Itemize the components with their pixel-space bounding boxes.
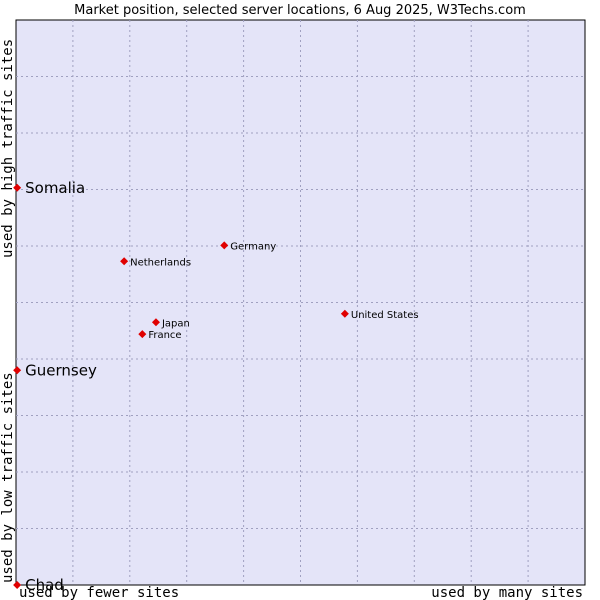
point-label-somalia: Somalia (25, 179, 85, 197)
chart-title: Market position, selected server locatio… (74, 3, 526, 18)
point-label-france: France (148, 330, 181, 341)
point-marker-netherlands (120, 257, 129, 266)
x-axis-label-high: used by many sites (431, 585, 583, 600)
point-marker-chad (13, 581, 22, 589)
y-axis-label-high: used by high traffic sites (0, 39, 16, 258)
point-marker-france (138, 330, 147, 339)
point-marker-japan (151, 318, 160, 327)
point-label-guernsey: Guernsey (25, 361, 97, 379)
point-label-united-states: United States (351, 310, 419, 321)
y-axis-label-low: used by low traffic sites (0, 372, 16, 583)
point-marker-united-states (340, 309, 349, 318)
grid-lines (16, 20, 585, 585)
data-points: Somalia Guernsey Chad Germany Netherlands Uni… (13, 179, 419, 594)
point-label-japan: Japan (161, 318, 190, 329)
point-label-netherlands: Netherlands (130, 257, 191, 268)
point-label-germany: Germany (230, 241, 276, 252)
point-marker-somalia (13, 183, 22, 192)
point-label-chad: Chad (25, 576, 64, 594)
point-marker-guernsey (13, 366, 22, 375)
point-marker-germany (220, 241, 229, 250)
x-axis-label-low: used by fewer sites (19, 585, 179, 600)
